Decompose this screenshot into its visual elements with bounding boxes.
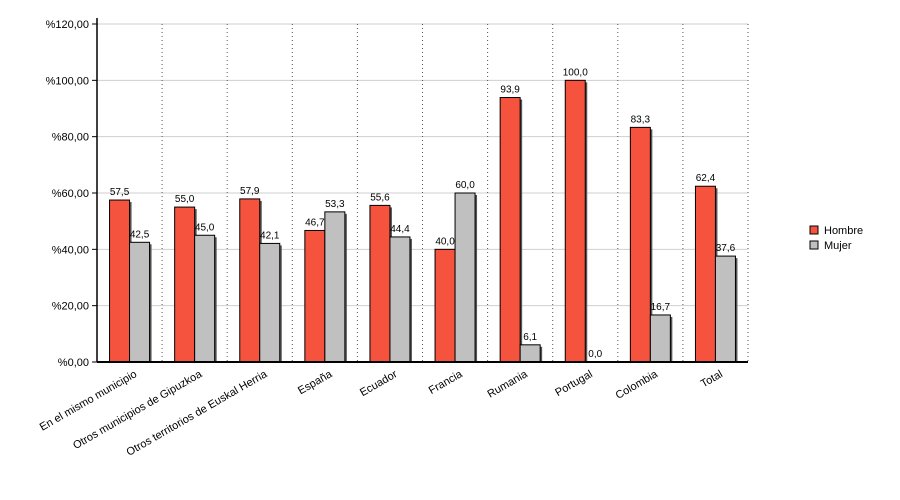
data-label-hombre: 40,0 (435, 236, 455, 247)
data-label-mujer: 42,1 (260, 230, 280, 241)
bar-mujer (519, 344, 541, 363)
data-label-hombre: 55,0 (175, 194, 195, 205)
data-label-mujer: 60,0 (455, 180, 475, 191)
bar-hombre (629, 126, 651, 363)
bar-mujer (259, 242, 281, 363)
data-label-hombre: 57,5 (110, 187, 130, 198)
x-tick-label: Total (699, 368, 725, 390)
data-label-mujer: 37,6 (716, 243, 736, 254)
x-tick-label: España (296, 368, 335, 397)
legend-swatch-hombre (809, 225, 819, 235)
data-label-hombre: 83,3 (631, 114, 651, 125)
bar-hombre (239, 198, 261, 363)
data-label-hombre: 93,9 (500, 85, 520, 96)
data-label-mujer: 6,1 (523, 332, 537, 343)
x-tick-label: Colombia (614, 368, 661, 402)
data-label-mujer: 16,7 (651, 302, 671, 313)
legend-swatch-mujer (809, 240, 819, 250)
bar-hombre (369, 204, 391, 363)
data-label-mujer: 44,4 (390, 224, 410, 235)
bar-hombre (694, 185, 716, 363)
data-label-hombre: 46,7 (305, 217, 325, 228)
legend: Hombre Mujer (809, 225, 863, 252)
bar-mujer (389, 236, 411, 363)
x-tick-label: Ecuador (358, 368, 400, 399)
legend-label-mujer: Mujer (824, 240, 852, 252)
bar-hombre (174, 206, 196, 363)
legend-label-hombre: Hombre (824, 225, 863, 237)
bar-mujer (714, 255, 736, 363)
axes (92, 18, 748, 363)
bar-mujer (194, 234, 216, 363)
data-label-mujer: 42,5 (130, 229, 150, 240)
data-label-hombre: 55,6 (370, 192, 390, 203)
y-tick-label: %20,00 (52, 301, 89, 313)
x-tick-label: Otros municipios de Gipuzkoa (71, 368, 205, 452)
data-label-mujer: 53,3 (325, 199, 345, 210)
y-tick-label: %40,00 (52, 244, 89, 256)
y-tick-label: %0,00 (58, 357, 89, 369)
x-tick-label: Portugal (553, 368, 594, 399)
bar-mujer (324, 211, 346, 363)
y-tick-label: %60,00 (52, 188, 89, 200)
x-tick-label: Rumania (486, 368, 531, 401)
x-tick-label: Francia (427, 368, 466, 397)
bar-hombre (434, 248, 456, 363)
y-tick-label: %80,00 (52, 132, 89, 144)
bar-hombre (564, 79, 586, 363)
bar-hombre (499, 97, 521, 363)
bar-mujer (649, 314, 671, 363)
data-label-hombre: 62,4 (696, 173, 716, 184)
bar-mujer (129, 241, 151, 363)
bar-hombre (304, 229, 326, 363)
y-tick-label: %100,00 (46, 75, 89, 87)
data-label-mujer: 45,0 (195, 222, 215, 233)
data-label-hombre: 100,0 (563, 67, 588, 78)
y-tick-label: %120,00 (46, 19, 89, 31)
bar-mujer (454, 192, 476, 363)
data-label-hombre: 57,9 (240, 186, 260, 197)
bar-hombre (109, 199, 131, 363)
data-label-mujer: 0,0 (588, 349, 602, 360)
bars (109, 79, 738, 363)
